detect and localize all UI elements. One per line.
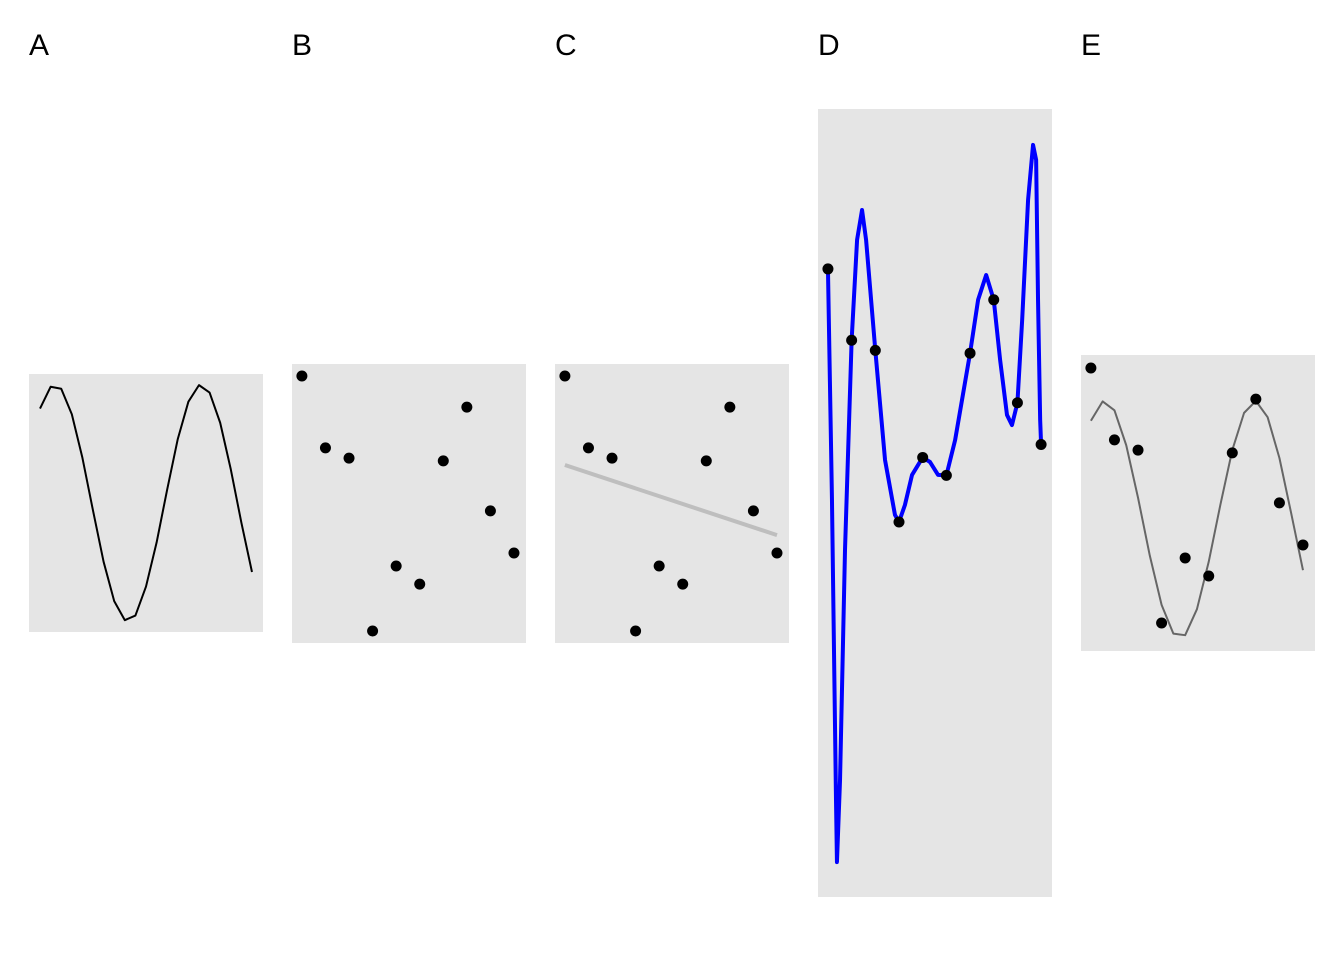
panel-label: D: [818, 29, 840, 62]
panel-background: [29, 374, 263, 632]
panel-label: B: [292, 29, 312, 62]
point: [1203, 570, 1215, 582]
point: [771, 547, 783, 559]
point: [1179, 552, 1191, 564]
point: [606, 452, 618, 464]
point: [1226, 447, 1238, 459]
point: [296, 370, 308, 382]
point: [559, 370, 571, 382]
point: [1297, 539, 1309, 551]
point: [917, 451, 929, 463]
point: [964, 347, 976, 359]
point: [1035, 439, 1047, 451]
curve: [564, 463, 778, 538]
panel-background: [555, 364, 789, 643]
point: [747, 505, 759, 517]
point: [869, 344, 881, 356]
point: [319, 442, 331, 454]
panel-label: C: [555, 29, 577, 62]
panel-label: A: [29, 29, 49, 62]
panel-background: [292, 364, 526, 643]
point: [846, 334, 858, 346]
point: [582, 442, 594, 454]
panel-label: E: [1081, 29, 1101, 62]
point: [988, 294, 1000, 306]
point: [940, 469, 952, 481]
point: [484, 505, 496, 517]
point: [1250, 393, 1262, 405]
point: [724, 401, 736, 413]
point: [1156, 617, 1168, 629]
point: [508, 547, 520, 559]
point: [461, 401, 473, 413]
point: [390, 560, 402, 572]
point: [1132, 444, 1144, 456]
point: [414, 578, 426, 590]
curve: [1090, 399, 1304, 637]
point: [677, 578, 689, 590]
point: [822, 263, 834, 275]
curve: [39, 384, 253, 622]
point: [1273, 497, 1285, 509]
point: [1108, 434, 1120, 446]
point: [437, 455, 449, 467]
point: [893, 516, 905, 528]
point: [367, 625, 379, 637]
point: [1085, 362, 1097, 374]
point: [1011, 397, 1023, 409]
panel-background: [818, 109, 1052, 897]
point: [630, 625, 642, 637]
point: [700, 455, 712, 467]
point: [653, 560, 665, 572]
point: [343, 452, 355, 464]
